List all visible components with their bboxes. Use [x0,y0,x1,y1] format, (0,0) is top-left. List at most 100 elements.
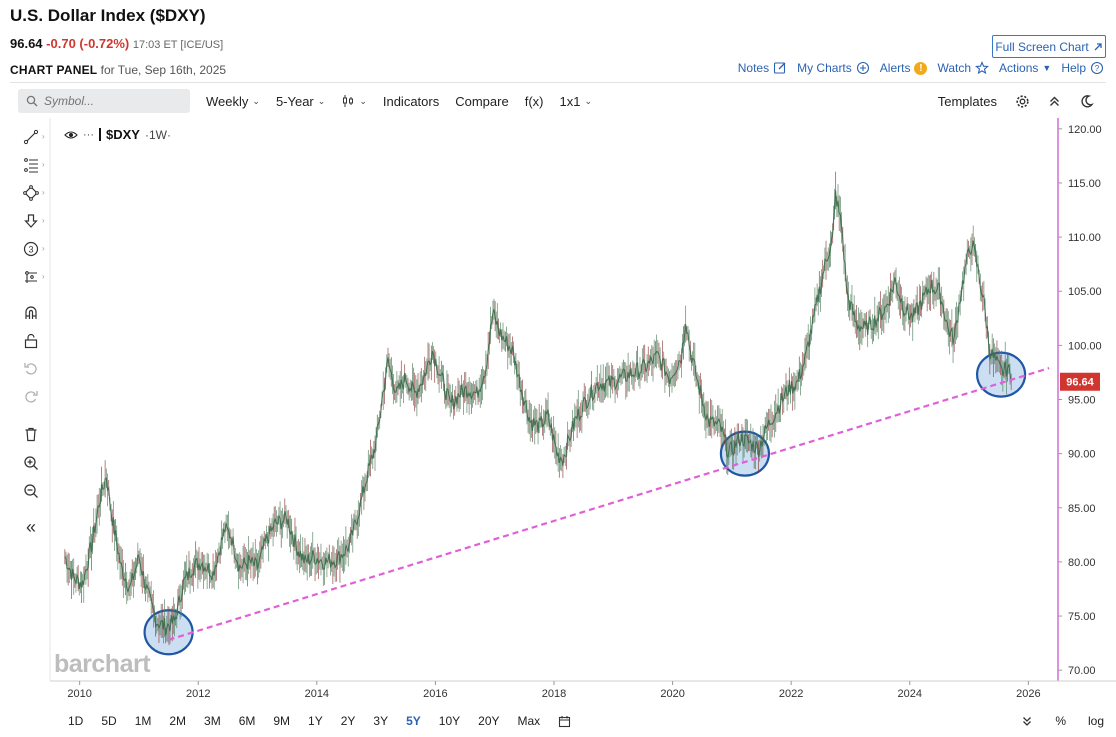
y-tick-label: 70.00 [1068,665,1096,677]
x-tick-label: 2026 [1016,688,1040,700]
range-6m[interactable]: 6M [238,714,256,728]
fib-lines-icon[interactable] [20,154,42,176]
search-icon [26,95,38,107]
range-1d[interactable]: 1D [68,714,84,728]
range-20y[interactable]: 20Y [478,714,500,728]
range-2y[interactable]: 2Y [340,714,356,728]
layout-dropdown[interactable]: 1x1 ⌄ [559,94,592,109]
calendar-icon[interactable] [558,715,571,728]
price-line [64,190,1012,636]
indicators-button[interactable]: Indicators [382,93,440,109]
magnet-icon[interactable] [20,302,42,324]
y-tick-label: 85.00 [1068,503,1096,515]
y-tick-label: 120.00 [1068,124,1102,136]
chart-type-dropdown[interactable]: ⌄ [341,94,367,108]
watch-label: Watch [937,61,972,75]
last-price-label: 96.64 [1066,377,1094,389]
draw-line-icon[interactable] [20,126,42,148]
chart-panel-label: CHART PANEL for Tue, Sep 16th, 2025 [10,63,226,77]
interval-dropdown[interactable]: Weekly ⌄ [206,94,260,109]
y-tick-label: 110.00 [1068,232,1101,244]
caret-down-icon: ▼ [1042,63,1052,73]
legend-timeframe: ·1W· [144,127,171,142]
external-arrow-icon [1094,42,1102,50]
full-screen-chart-button[interactable]: Full Screen Chart [992,35,1106,58]
help-label: Help [1061,61,1086,75]
y-tick-label: 80.00 [1068,557,1096,569]
actions-label: Actions [999,61,1039,75]
chevron-down-icon: ⌄ [252,95,260,106]
trash-icon[interactable] [20,423,42,445]
pencil-icon [774,62,786,74]
counter-icon[interactable]: 3 [20,238,42,260]
period-dropdown[interactable]: 5-Year ⌄ [276,94,325,109]
candlestick-icon [343,95,354,107]
fx-button[interactable]: f(x) [524,93,544,109]
series-color-swatch [99,128,101,141]
zoom-out-icon[interactable] [20,480,42,502]
help-icon: ? [1090,61,1104,75]
range-9m[interactable]: 9M [273,714,291,728]
actions-menu[interactable]: Actions ▼ [999,61,1051,75]
price-change: -0.70 (-0.72%) [46,36,130,51]
y-tick-label: 105.00 [1068,286,1102,298]
range-2m[interactable]: 2M [169,714,187,728]
x-tick-label: 2016 [423,688,447,700]
collapse-icon[interactable]: « [25,516,36,537]
range-5y[interactable]: 5Y [406,714,421,728]
x-tick-label: 2010 [67,688,91,700]
last-price: 96.64 [10,36,43,51]
range-1m[interactable]: 1M [134,714,152,728]
y-tick-label: 90.00 [1068,449,1096,461]
templates-button[interactable]: Templates [937,93,997,109]
y-tick-label: 75.00 [1068,611,1096,623]
alerts-label: Alerts [879,61,911,75]
x-tick-label: 2022 [779,688,803,700]
notes-link[interactable]: Notes [738,61,787,75]
my-charts-link[interactable]: My Charts [797,61,870,75]
moon-icon[interactable] [1079,94,1094,109]
percent-scale-toggle[interactable]: % [1055,714,1066,728]
x-tick-label: 2014 [305,688,329,700]
range-10y[interactable]: 10Y [438,714,461,728]
help-link[interactable]: Help ? [1061,61,1104,75]
x-tick-label: 2024 [898,688,922,700]
range-3m[interactable]: 3M [204,714,221,728]
chevron-down-icon: ⌄ [584,95,592,106]
price-chart[interactable]: 70.00 75.00 80.00 85.00 90.00 95.00 100.00 105.… [0,116,1116,708]
compare-button[interactable]: Compare [455,93,509,109]
zoom-in-icon[interactable] [20,452,42,474]
range-max[interactable]: Max [517,714,541,728]
alerts-link[interactable]: Alerts ! [880,61,928,75]
redo-icon[interactable] [20,386,42,408]
last-price-tag [1060,372,1100,391]
double-chevron-down-icon[interactable] [1021,715,1033,727]
undo-icon[interactable] [20,358,42,380]
header-divider [10,82,1106,83]
more-icon[interactable]: ··· [83,128,94,141]
log-scale-toggle[interactable]: log [1087,714,1104,728]
collapse-up-icon[interactable] [1048,95,1061,108]
period-label: 5-Year [275,93,314,109]
watch-link[interactable]: Watch [937,61,990,75]
y-tick-label: 115.00 [1068,178,1101,190]
notes-label: Notes [737,61,770,75]
symbol-input[interactable] [44,94,174,108]
eye-icon[interactable] [64,130,78,140]
arrow-icon[interactable] [20,210,42,232]
unlock-icon[interactable] [20,330,42,352]
my-charts-label: My Charts [797,61,852,75]
range-1y[interactable]: 1Y [308,714,323,728]
pattern-icon[interactable] [20,266,42,288]
gear-icon[interactable] [1015,94,1030,109]
chevron-right-icon: › [42,188,45,197]
x-tick-label: 2012 [186,688,210,700]
range-3y[interactable]: 3Y [373,714,389,728]
full-screen-label: Full Screen Chart [995,39,1089,54]
range-5d[interactable]: 5D [101,714,117,728]
alert-icon: ! [914,61,928,75]
drawing-toolbar: › › › › 3 › › « [0,118,50,708]
shape-icon[interactable] [20,182,42,204]
symbol-search[interactable] [18,89,190,113]
toolbar-right: Templates [938,94,1094,109]
